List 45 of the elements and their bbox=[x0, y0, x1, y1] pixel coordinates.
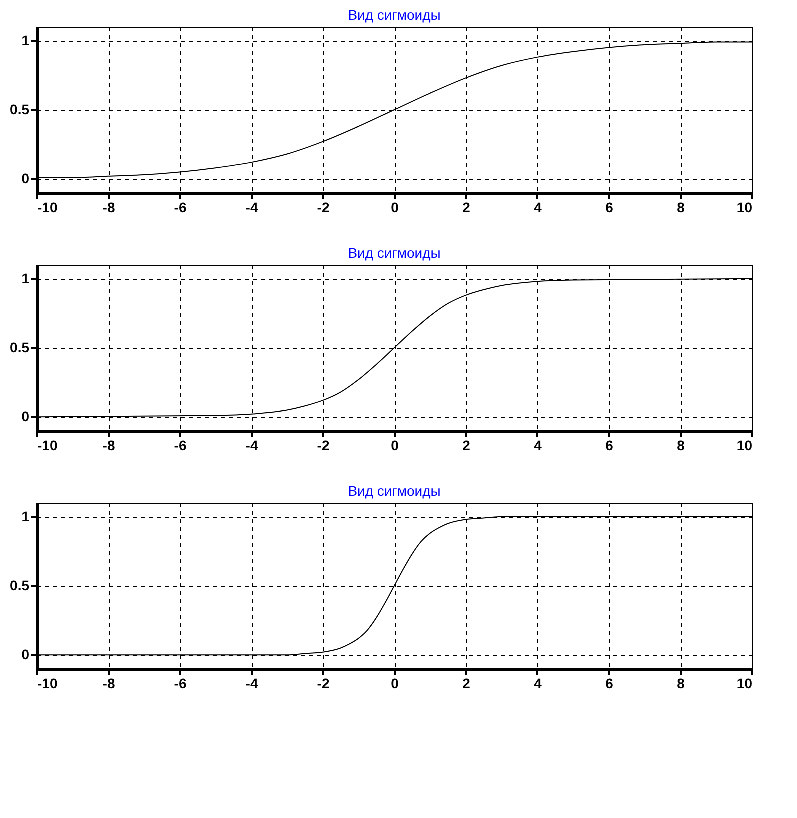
x-tick-label: -8 bbox=[102, 200, 116, 216]
x-tick-label: -10 bbox=[38, 676, 58, 692]
x-tick-label: 2 bbox=[462, 200, 471, 216]
x-tick-label: 8 bbox=[677, 438, 686, 454]
x-tick-label: 10 bbox=[736, 676, 753, 692]
y-tick-label: 1 bbox=[22, 508, 30, 524]
x-tick-label: 6 bbox=[606, 676, 614, 692]
x-tick-label: 4 bbox=[534, 438, 542, 454]
x-tick-label: -6 bbox=[174, 438, 187, 454]
x-tick-label: 8 bbox=[677, 200, 686, 216]
y-tick-label: 0.5 bbox=[10, 102, 30, 118]
chart-title: Вид сигмоиды bbox=[348, 7, 441, 23]
y-tick-label: 0.5 bbox=[10, 340, 30, 356]
y-tick-label: 0.5 bbox=[10, 578, 30, 594]
x-tick-label: -6 bbox=[174, 200, 187, 216]
chart-title: Вид сигмоиды bbox=[348, 245, 441, 261]
chart-title: Вид сигмоиды bbox=[348, 483, 441, 499]
x-tick-label: 8 bbox=[677, 676, 686, 692]
y-tick-label: 0 bbox=[22, 408, 30, 425]
x-tick-label: -2 bbox=[317, 438, 330, 454]
x-tick-label: 2 bbox=[462, 438, 471, 454]
x-tick-label: 0 bbox=[391, 438, 400, 454]
x-tick-label: -4 bbox=[246, 200, 258, 216]
x-tick-label: 6 bbox=[606, 200, 614, 216]
x-tick-label: -2 bbox=[317, 200, 330, 216]
x-tick-label: -2 bbox=[317, 676, 330, 692]
x-tick-label: -8 bbox=[102, 676, 116, 692]
x-tick-label: 4 bbox=[534, 200, 542, 216]
y-tick-label: 0 bbox=[22, 646, 30, 663]
x-tick-label: -10 bbox=[38, 438, 58, 454]
x-tick-label: -8 bbox=[102, 438, 116, 454]
x-tick-label: 0 bbox=[391, 676, 400, 692]
x-tick-label: 6 bbox=[606, 438, 614, 454]
x-tick-label: 10 bbox=[736, 438, 753, 454]
x-tick-label: -4 bbox=[246, 438, 258, 454]
x-tick-label: 10 bbox=[736, 200, 753, 216]
x-tick-label: 4 bbox=[534, 676, 542, 692]
y-tick-label: 1 bbox=[22, 32, 30, 48]
y-tick-label: 1 bbox=[22, 270, 30, 286]
x-tick-label: -6 bbox=[174, 676, 187, 692]
x-tick-label: 0 bbox=[391, 200, 400, 216]
x-tick-label: 2 bbox=[462, 676, 471, 692]
x-tick-label: -4 bbox=[246, 676, 258, 692]
x-tick-label: -10 bbox=[38, 200, 58, 216]
y-tick-label: 0 bbox=[22, 170, 30, 187]
